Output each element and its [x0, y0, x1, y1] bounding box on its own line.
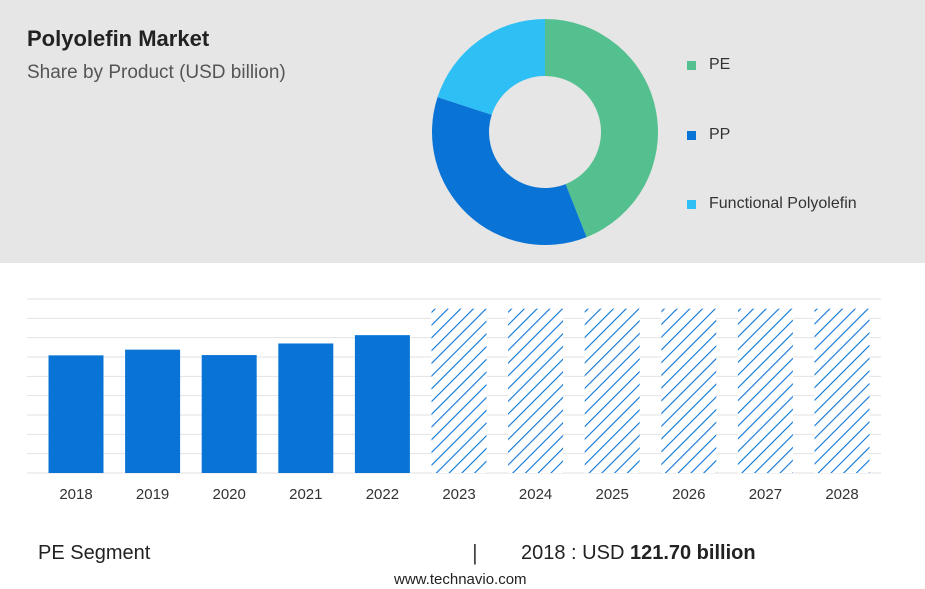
legend-item-functional: Functional Polyolefin: [687, 195, 857, 213]
x-tick-label: 2027: [749, 486, 782, 503]
bar-chart: 2018 2019 2020 2021 2022 2023 2024 2025 2026 2027…: [27, 298, 881, 503]
donut-slice-2: [437, 19, 545, 115]
x-tick-label: 2024: [519, 486, 552, 503]
legend-swatch-pp: [687, 130, 696, 140]
bar-2022: [354, 335, 410, 473]
segment-label: PE Segment: [38, 542, 151, 564]
bar-2020: [201, 355, 257, 473]
legend-swatch-functional: [687, 199, 696, 209]
forecast-bar-2027: [737, 308, 793, 473]
bar-2019: [125, 349, 181, 473]
segment-value-prefix: 2018 : USD: [521, 542, 625, 564]
x-tick-label: 2023: [442, 486, 475, 503]
x-tick-label: 2021: [289, 486, 322, 503]
x-tick-label: 2022: [366, 486, 399, 503]
x-tick-label: 2020: [213, 486, 246, 503]
bar-2018: [48, 355, 104, 473]
footer-separator: |: [472, 540, 478, 565]
x-tick-label: 2028: [825, 486, 858, 503]
forecast-bar-2026: [661, 308, 717, 473]
source-link[interactable]: www.technavio.com: [394, 571, 527, 588]
donut-chart: [431, 19, 659, 245]
bar-2021: [278, 343, 334, 473]
legend-item-pp: PP: [687, 126, 730, 144]
donut-slice-0: [545, 19, 659, 238]
x-tick-label: 2025: [596, 486, 629, 503]
forecast-bar-2028: [814, 308, 870, 473]
legend-label-pp: PP: [709, 126, 731, 143]
forecast-bar-2024: [508, 308, 564, 473]
segment-value: 2018 : USD 121.70 billion: [521, 542, 756, 565]
forecast-bar-2023: [431, 308, 487, 473]
forecast-bar-2025: [584, 308, 640, 473]
legend-swatch-pe: [687, 60, 696, 70]
x-tick-label: 2026: [672, 486, 705, 503]
x-tick-label: 2019: [136, 486, 169, 503]
legend-item-pe: PE: [687, 56, 730, 74]
chart-subtitle: Share by Product (USD billion): [27, 62, 286, 83]
chart-title: Polyolefin Market: [27, 26, 210, 51]
legend-label-functional: Functional Polyolefin: [709, 195, 857, 212]
x-tick-label: 2018: [59, 486, 92, 503]
segment-value-amount: 121.70 billion: [629, 542, 756, 564]
donut-slice-1: [431, 97, 587, 245]
legend-label-pe: PE: [709, 56, 731, 73]
